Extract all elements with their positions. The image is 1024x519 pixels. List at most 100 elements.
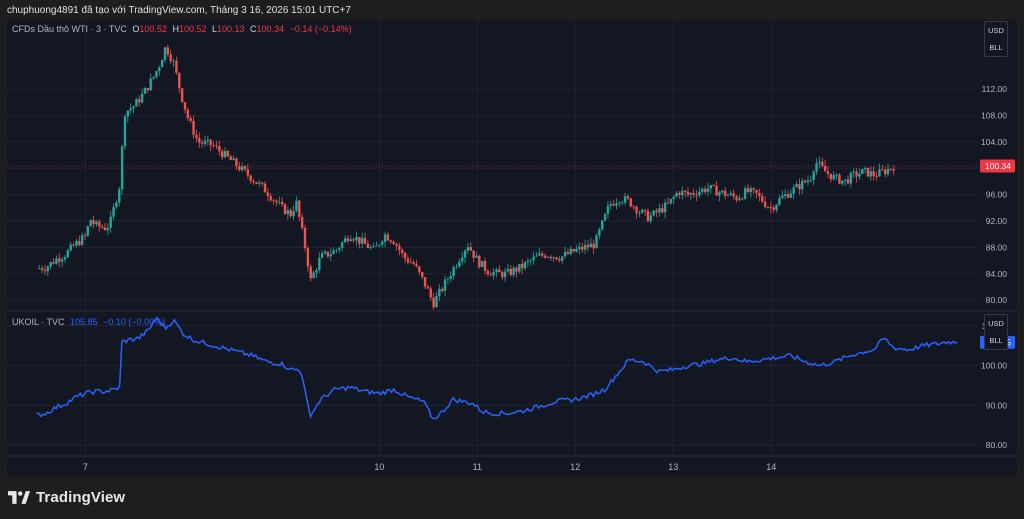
chart-canvas[interactable]: 80.0084.0088.0092.0096.00100.00104.00108… — [7, 20, 1017, 476]
candle-body — [721, 190, 724, 193]
candle-body — [841, 180, 844, 184]
candle-body — [698, 191, 701, 196]
candle-body — [38, 268, 41, 269]
candle-body — [95, 221, 98, 225]
candle-body — [183, 102, 187, 110]
candle-body — [523, 262, 527, 269]
candle-body — [646, 210, 650, 222]
candle-body — [160, 60, 164, 68]
candle-body — [332, 250, 335, 255]
candle-body — [632, 206, 635, 208]
candle-body — [372, 245, 375, 248]
candle-body — [546, 256, 550, 258]
candle-body — [638, 212, 641, 214]
candle-body — [412, 262, 415, 264]
pane1-tick-label: 88.00 — [986, 242, 1008, 252]
candle-body — [795, 184, 798, 188]
candle-body — [260, 182, 264, 184]
candle-body — [52, 262, 55, 264]
candle-body — [172, 60, 175, 62]
candle-body — [192, 120, 195, 135]
candle-body — [623, 196, 627, 203]
time-tick-label: 13 — [668, 462, 678, 472]
candle-body — [389, 240, 392, 242]
candle-body — [629, 198, 633, 207]
candle-body — [592, 243, 595, 249]
candle-body — [861, 169, 864, 174]
candle-body — [532, 256, 535, 261]
candle-body — [146, 88, 150, 91]
candle-body — [701, 188, 704, 192]
candle-body — [166, 47, 170, 55]
candle-body — [440, 288, 444, 291]
candle-body — [383, 234, 387, 242]
candle-body — [186, 109, 190, 119]
open-value: 100.52 — [139, 24, 167, 34]
candle-body — [283, 204, 287, 215]
candle-body — [158, 67, 161, 72]
candle-body — [589, 243, 592, 248]
candle-body — [189, 118, 192, 121]
candle-body — [180, 88, 184, 103]
pane2-currency-unit-button[interactable]: USD BLL — [984, 314, 1008, 350]
candle-body — [435, 296, 438, 308]
candle-body — [703, 188, 707, 192]
candle-body — [443, 279, 447, 291]
candle-body — [732, 193, 735, 197]
close-label: C — [250, 24, 257, 34]
candle-body — [483, 260, 487, 271]
candle-body — [255, 181, 258, 184]
candle-body — [792, 187, 795, 194]
candle-body — [535, 255, 538, 257]
candle-body — [215, 145, 218, 147]
tradingview-brand: TradingView — [36, 489, 126, 506]
candle-body — [298, 200, 301, 217]
candle-body — [275, 200, 278, 203]
candle-body — [621, 202, 624, 204]
candle-body — [872, 171, 875, 177]
high-value: 100.52 — [178, 24, 207, 34]
candle-body — [578, 246, 581, 250]
candle-body — [149, 78, 152, 91]
candle-body — [232, 158, 235, 161]
candle-body — [126, 110, 130, 117]
candle-body — [783, 194, 787, 196]
candle-body — [886, 168, 890, 175]
candle-body — [672, 196, 675, 199]
candle-body — [92, 220, 95, 225]
candle-body — [789, 193, 793, 198]
candle-body — [135, 99, 138, 107]
pane1-candles — [7, 44, 977, 310]
candle-body — [749, 188, 753, 192]
candle-body — [715, 185, 718, 196]
chart-frame: 80.0084.0088.0092.0096.00100.00104.00108… — [7, 20, 1017, 476]
candle-body — [83, 235, 87, 237]
candle-body — [738, 198, 741, 201]
pane1-currency-unit-button[interactable]: USD BLL — [984, 21, 1008, 57]
candle-body — [892, 168, 895, 171]
candle-body — [195, 134, 198, 139]
candle-body — [572, 248, 575, 252]
candle-body — [398, 245, 401, 251]
candle-body — [58, 258, 61, 262]
candle-body — [835, 174, 838, 176]
pane1-tick-label: 92.00 — [986, 216, 1008, 226]
candle-body — [460, 257, 464, 262]
candle-body — [635, 206, 638, 214]
candle-body — [143, 88, 147, 94]
candle-body — [769, 207, 773, 208]
candle-body — [326, 251, 330, 257]
candle-body — [123, 116, 127, 147]
candle-body — [423, 277, 427, 287]
candle-body — [289, 210, 292, 217]
candle-body — [755, 189, 758, 194]
candle-body — [118, 189, 121, 203]
candle-body — [235, 158, 238, 167]
candle-body — [609, 203, 613, 206]
candle-body — [458, 261, 461, 267]
open-label: O — [132, 24, 140, 34]
candle-body — [778, 198, 781, 205]
candle-body — [212, 145, 215, 147]
candle-body — [395, 244, 398, 246]
candle-body — [226, 150, 230, 157]
